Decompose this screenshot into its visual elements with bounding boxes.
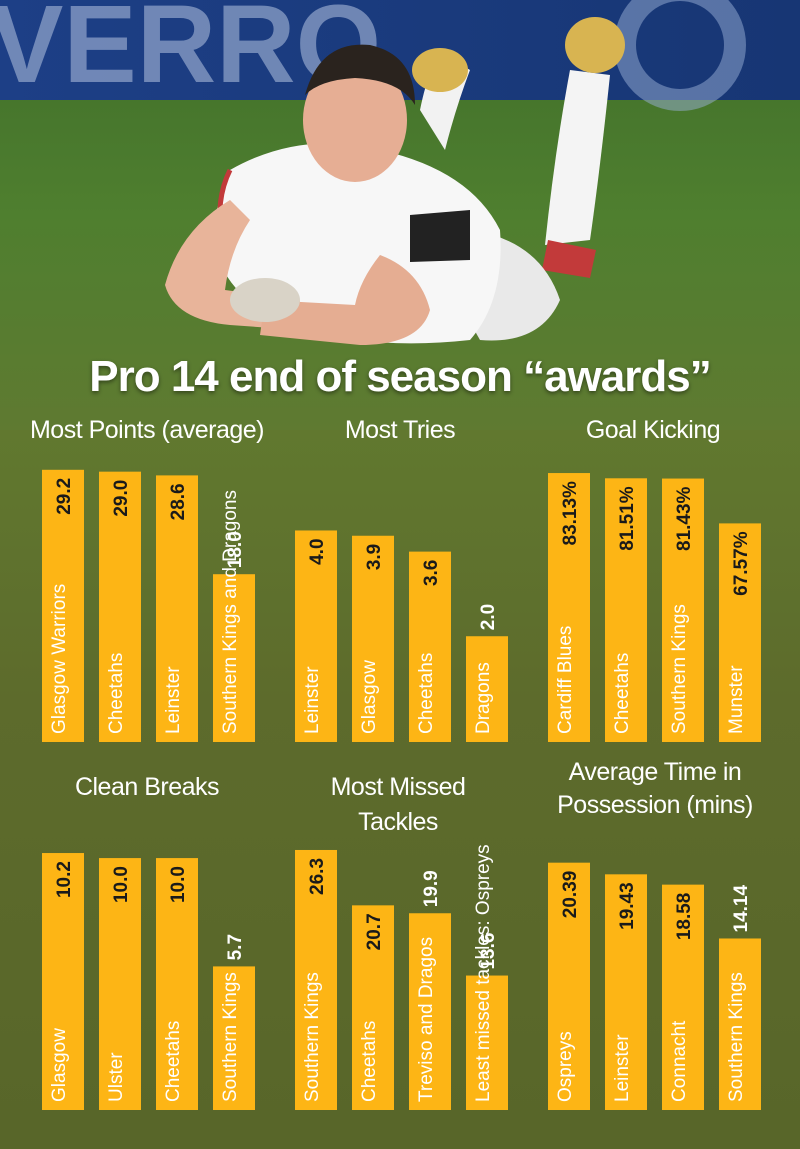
category-label-2-2: Glasgow [359,660,380,734]
chart-title-2: Most Tries [345,416,455,444]
category-label-3-3: Southern Kings [669,604,690,734]
category-label-6-3: Connacht [669,1020,690,1102]
chart-title-6-line-2: Possession (mins) [557,791,753,819]
bar-6-2 [605,874,647,1110]
value-label-6-2: 19.43 [617,882,638,930]
bar-4-4 [213,966,255,1110]
chart-title-4: Clean Breaks [75,773,219,801]
bar-3-3 [662,478,704,742]
category-label-1-3: Leinster [163,666,184,734]
bar-3-1 [548,473,590,742]
bar-5-2 [352,905,394,1110]
bar-2-1 [295,530,337,742]
value-label-4-1: 10.2 [54,861,75,898]
category-label-1-4: Southern Kings and Dragons [220,490,241,734]
category-label-5-2: Cheetahs [359,1021,380,1102]
value-label-3-1: 83.13% [560,481,581,546]
bar-5-4 [466,975,508,1110]
chart-title-5-line-2: Tackles [358,808,438,836]
bar-3-2 [605,478,647,742]
category-label-3-1: Cardiff Blues [555,626,576,734]
category-label-2-1: Leinster [302,666,323,734]
value-label-1-4: 18.0 [225,531,246,568]
bar-2-4 [466,636,508,742]
bar-5-1 [295,849,337,1110]
value-label-1-3: 28.6 [168,483,189,520]
value-label-6-1: 20.39 [560,871,581,919]
category-label-3-4: Munster [726,665,747,734]
value-label-4-2: 10.0 [111,866,132,903]
category-label-4-1: Glasgow [49,1028,70,1102]
category-label-1-1: Glasgow Warriors [49,584,70,734]
category-label-3-2: Cheetahs [612,653,633,734]
bar-2-3 [409,551,451,742]
value-label-2-2: 3.9 [364,544,385,570]
bar-4-2 [99,858,141,1110]
value-label-5-2: 20.7 [364,913,385,950]
bar-6-4 [719,938,761,1110]
category-label-4-2: Ulster [106,1052,127,1102]
value-label-3-4: 67.57% [731,531,752,596]
value-label-1-1: 29.2 [54,478,75,515]
category-label-1-2: Cheetahs [106,653,127,734]
value-label-4-3: 10.0 [168,866,189,903]
chart-title-3: Goal Kicking [586,416,720,444]
value-label-2-4: 2.0 [478,604,499,630]
bar-2-2 [352,535,394,742]
category-label-5-4: Least missed tackles: Ospreys [473,844,494,1102]
category-label-5-1: Southern Kings [302,972,323,1102]
chart-title-5-line-1: Most Missed [331,773,466,801]
value-label-4-4: 5.7 [225,934,246,960]
bar-1-3 [156,475,198,742]
bar-6-3 [662,884,704,1110]
value-label-6-4: 14.14 [731,885,752,933]
chart-title-1: Most Points (average) [30,416,264,444]
bar-1-1 [42,469,84,742]
value-label-1-2: 29.0 [111,480,132,517]
category-label-2-3: Cheetahs [416,653,437,734]
bar-1-4 [213,574,255,742]
category-label-5-3: Treviso and Dragos [416,937,437,1102]
bar-5-3 [409,913,451,1110]
value-label-2-1: 4.0 [307,538,328,564]
value-label-3-2: 81.51% [617,486,638,551]
category-label-4-3: Cheetahs [163,1021,184,1102]
bar-4-1 [42,853,84,1110]
category-label-4-4: Southern Kings [220,972,241,1102]
category-label-6-2: Leinster [612,1034,633,1102]
value-label-5-1: 26.3 [307,858,328,895]
category-label-6-4: Southern Kings [726,972,747,1102]
bar-4-3 [156,858,198,1110]
value-label-6-3: 18.58 [674,893,695,941]
value-label-3-3: 81.43% [674,486,695,551]
bar-1-2 [99,471,141,742]
category-label-2-4: Dragons [473,662,494,734]
rugby-player-photo: VERRO [0,0,800,430]
infographic-title: Pro 14 end of season “awards” [89,352,711,401]
category-label-6-1: Ospreys [555,1031,576,1102]
bar-6-1 [548,862,590,1110]
chart-title-6-line-1: Average Time in [569,758,742,786]
value-label-5-3: 19.9 [421,870,442,907]
value-label-2-3: 3.6 [421,560,442,586]
bar-3-4 [719,523,761,742]
value-label-5-4: 13.6 [478,933,499,970]
